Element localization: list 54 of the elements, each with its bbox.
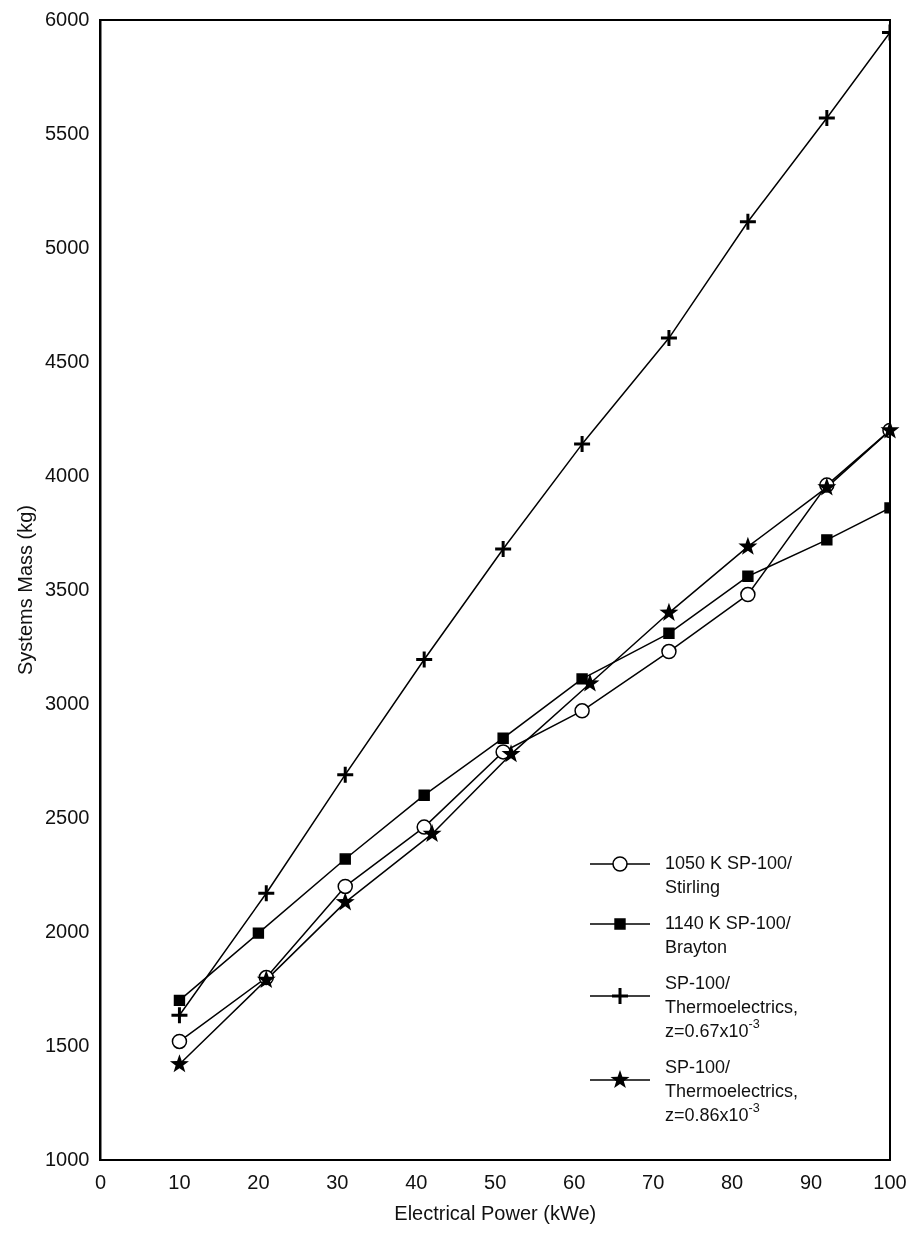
y-tick-label: 1500 — [44, 1033, 90, 1056]
point — [663, 627, 675, 640]
x-tick-label: 10 — [168, 1170, 191, 1193]
x-tick-label: 0 — [94, 1170, 107, 1193]
y-tick-label: 4500 — [44, 349, 90, 372]
y-tick-label: 2500 — [44, 805, 90, 828]
y-tick-label: 3000 — [44, 691, 90, 714]
point — [422, 823, 442, 843]
point — [171, 1033, 188, 1050]
point — [252, 927, 265, 939]
x-tick-label: 100 — [873, 1170, 907, 1193]
point — [572, 434, 592, 454]
point — [337, 878, 353, 895]
x-tick-label: 20 — [247, 1170, 270, 1193]
y-tick-label: 5000 — [44, 235, 90, 258]
y-axis-title: Systems Mass (kg) — [13, 504, 36, 676]
point — [493, 539, 513, 559]
x-tick-label: 60 — [563, 1170, 586, 1193]
point — [661, 643, 677, 660]
point — [173, 994, 186, 1007]
point — [335, 765, 355, 785]
x-tick-label: 30 — [326, 1170, 349, 1193]
y-tick-label: 1000 — [44, 1147, 90, 1170]
legend-label: 1050 K SP-100/ Stirling — [665, 852, 793, 897]
x-tick-label: 90 — [799, 1170, 823, 1193]
point — [418, 789, 430, 801]
y-tick-label: 4000 — [44, 463, 90, 486]
y-tick-label: 6000 — [44, 7, 90, 30]
x-axis-title: Electrical Power (kWe) — [394, 1201, 597, 1224]
point — [821, 534, 833, 546]
point — [738, 536, 758, 555]
point — [501, 744, 521, 763]
point — [740, 586, 756, 603]
point — [742, 570, 754, 583]
point — [574, 703, 590, 719]
point — [335, 892, 355, 911]
point — [738, 212, 758, 232]
y-tick-label: 3500 — [44, 577, 90, 600]
x-tick-label: 70 — [642, 1170, 665, 1193]
y-tick-label: 5500 — [44, 121, 90, 144]
point — [256, 883, 276, 903]
point — [659, 602, 679, 621]
point — [414, 650, 434, 670]
point — [497, 732, 509, 744]
point — [659, 328, 679, 348]
point — [169, 1005, 189, 1025]
x-tick-label: 50 — [484, 1170, 507, 1193]
point — [169, 1054, 189, 1073]
x-tick-label: 40 — [405, 1170, 428, 1193]
point — [339, 853, 351, 865]
x-tick-label: 80 — [720, 1170, 744, 1193]
legend-label: 1140 K SP-100/ Brayton — [665, 912, 791, 957]
point — [817, 108, 837, 128]
y-tick-label: 2000 — [44, 919, 90, 942]
